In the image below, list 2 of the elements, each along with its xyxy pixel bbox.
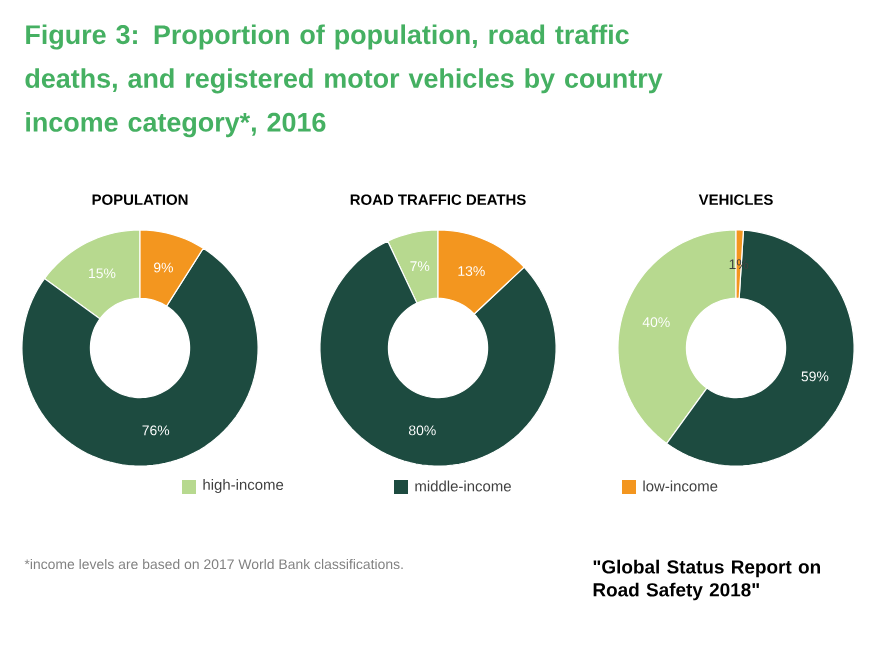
text: "Global Status Report on Road Safety 2018" xyxy=(593,559,821,601)
text: Figure 3: Proportion of population, road traffic deaths, and registered motor vehicles by country income category*, 2016 xyxy=(25,24,663,138)
